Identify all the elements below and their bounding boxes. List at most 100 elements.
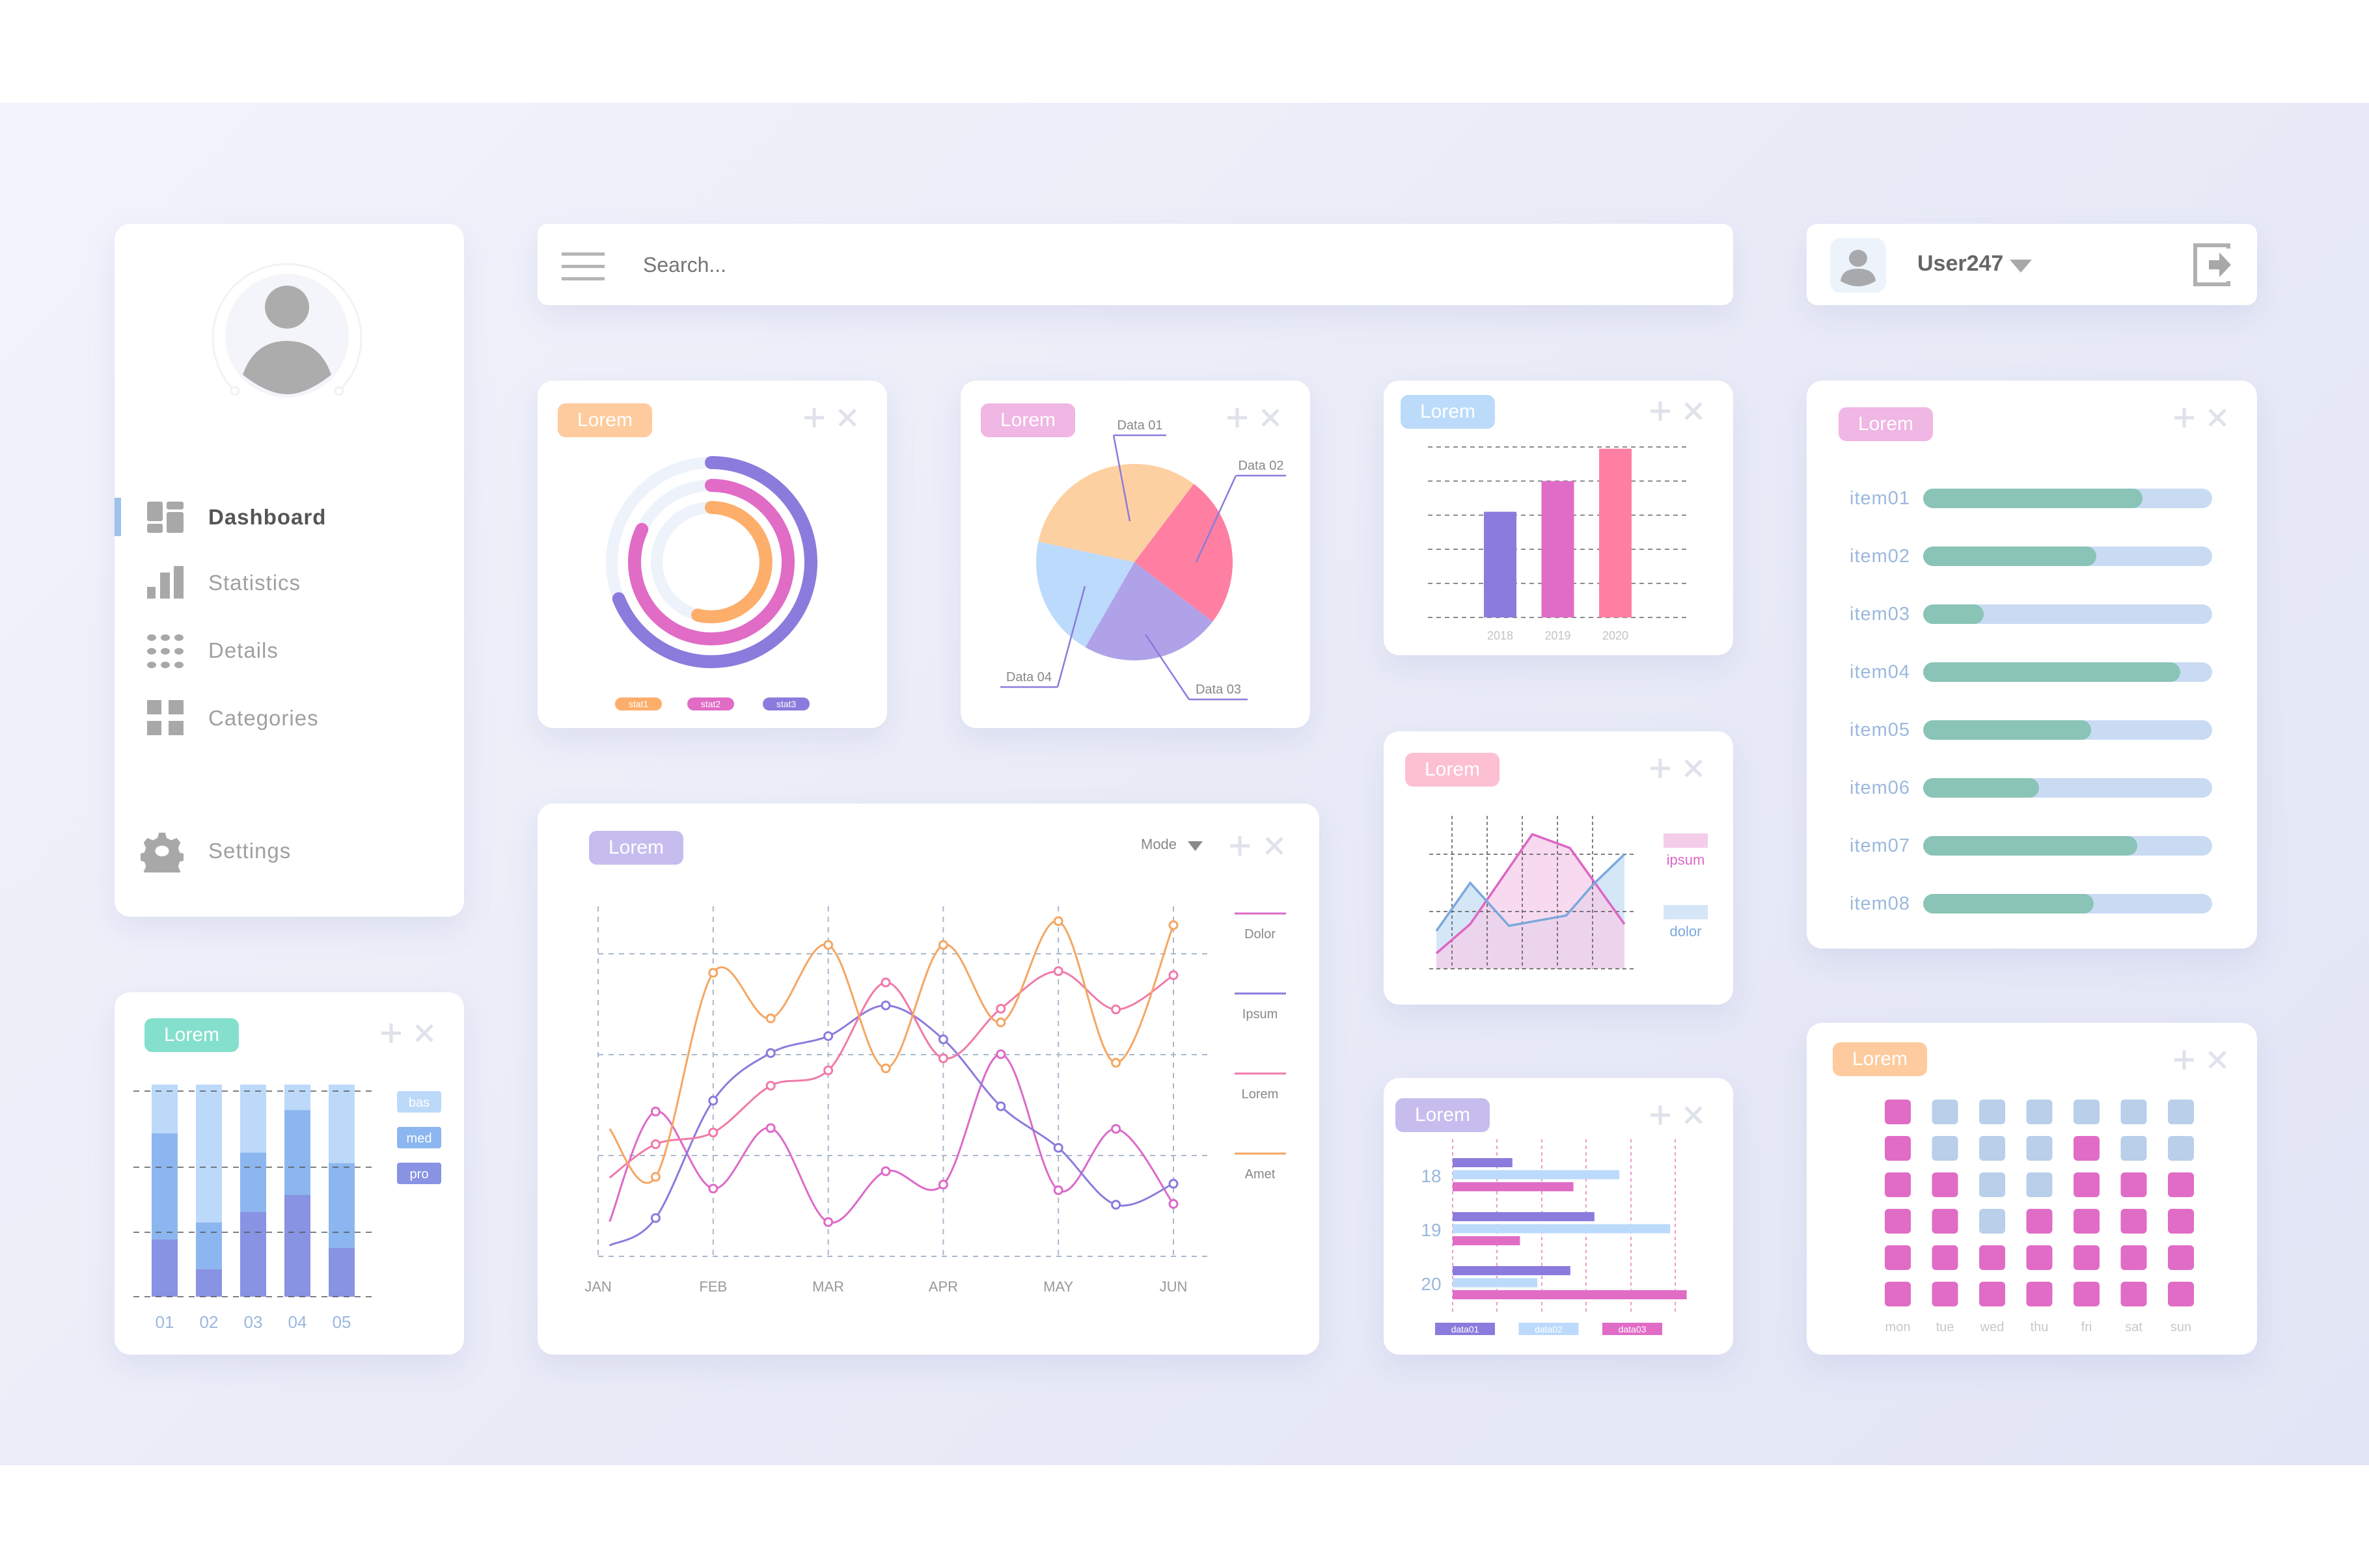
legend-label: bas — [409, 1096, 430, 1110]
legend-label: Dolor — [1244, 927, 1276, 941]
add-icon[interactable] — [2173, 1049, 2195, 1071]
x-tick-label: 2020 — [1602, 629, 1628, 642]
heatmap-cell — [1979, 1209, 2005, 1234]
heatmap-cell — [1932, 1209, 1958, 1234]
add-icon[interactable] — [1649, 1104, 1671, 1126]
close-icon[interactable] — [1682, 757, 1705, 779]
progress-bar — [1923, 489, 2212, 508]
bar-segment-med — [152, 1133, 178, 1239]
data-point — [1168, 1178, 1179, 1189]
user-avatar[interactable] — [1830, 238, 1886, 293]
x-tick-label: JUN — [1160, 1278, 1188, 1295]
heatmap-cell — [1885, 1209, 1911, 1234]
close-icon[interactable] — [1682, 400, 1705, 422]
close-icon[interactable] — [1263, 835, 1285, 857]
heatmap-cell — [1885, 1100, 1911, 1124]
data-point — [765, 1013, 776, 1023]
data-point — [938, 1180, 948, 1190]
sidebar-item-settings[interactable]: Settings — [115, 825, 464, 877]
data-point — [881, 1166, 891, 1176]
leader-line — [1195, 474, 1286, 563]
data-point — [996, 1101, 1006, 1111]
card-title-badge: Lorem — [144, 1018, 239, 1052]
progress-fill — [1923, 662, 2181, 682]
add-icon[interactable] — [1649, 400, 1671, 422]
heatmap-cell — [2026, 1172, 2053, 1197]
progress-label: item01 — [1850, 488, 1911, 509]
x-tick-label: thu — [2031, 1320, 2049, 1334]
data-point — [1111, 1005, 1121, 1015]
bar-segment-bas — [329, 1085, 355, 1163]
hamburger-icon[interactable] — [562, 252, 605, 281]
progress-item: item02 — [1807, 543, 2257, 569]
x-tick-label: sat — [2125, 1320, 2143, 1334]
heatmap-cell — [1979, 1245, 2005, 1270]
progress-item: item06 — [1807, 775, 2257, 801]
heatmap-chart: mon tue wed thu fri sat sun — [1885, 1100, 2194, 1334]
heatmap-cell — [2168, 1100, 2194, 1124]
y-tick-label: 19 — [1421, 1220, 1441, 1240]
x-tick-label: MAY — [1043, 1278, 1073, 1295]
card-title-badge: Lorem — [981, 403, 1075, 437]
x-tick-label: MAR — [812, 1278, 844, 1295]
slice-label: Data 03 — [1196, 683, 1241, 697]
username[interactable]: User247 — [1917, 251, 2004, 276]
data-point — [881, 977, 891, 988]
caret-down-icon[interactable] — [2010, 260, 2032, 274]
add-icon[interactable] — [2173, 407, 2195, 429]
data-point — [938, 939, 948, 950]
close-icon[interactable] — [413, 1022, 435, 1044]
sidebar-item-label: Settings — [208, 839, 292, 863]
legend-label: data01 — [1451, 1324, 1479, 1334]
heatmap-cell — [2168, 1136, 2194, 1161]
close-icon[interactable] — [836, 407, 858, 429]
add-icon[interactable] — [1229, 835, 1251, 857]
bar-segment-bas — [284, 1085, 310, 1111]
bar-segment-pro — [329, 1248, 355, 1297]
bar-data02 — [1453, 1170, 1620, 1180]
logout-icon[interactable] — [2193, 243, 2231, 286]
bar-segment-pro — [240, 1211, 266, 1297]
sidebar-item-statistics[interactable]: Statistics — [115, 557, 464, 609]
legend-label: med — [407, 1131, 432, 1146]
progress-item: item03 — [1807, 601, 2257, 627]
x-tick-label: fri — [2081, 1320, 2092, 1334]
close-icon[interactable] — [2206, 407, 2228, 429]
area-line-dolor — [1435, 853, 1626, 932]
sidebar-item-details[interactable]: Details — [115, 625, 464, 677]
caret-down-icon — [1188, 841, 1203, 851]
profile-avatar[interactable] — [209, 258, 365, 414]
pie-slice-2 — [1134, 483, 1233, 622]
close-icon[interactable] — [1259, 407, 1281, 429]
x-tick-label: 04 — [288, 1312, 307, 1332]
mode-dropdown[interactable]: Mode — [1141, 836, 1212, 859]
avatar-icon — [1841, 250, 1876, 286]
sidebar-item-dashboard[interactable]: Dashboard — [115, 491, 464, 543]
progress-label: item02 — [1850, 546, 1911, 567]
data-point — [765, 1081, 776, 1091]
line-chart-card: Lorem Mode JAN FEB MAR APR MAY JUN Dolor Ipsum L… — [538, 804, 1319, 1355]
bar-2018 — [1484, 511, 1516, 617]
sidebar-item-categories[interactable]: Categories — [115, 692, 464, 744]
add-icon[interactable] — [1649, 757, 1671, 779]
add-icon[interactable] — [380, 1022, 402, 1044]
heatmap-cell — [2120, 1172, 2147, 1197]
card-title-badge: Lorem — [1395, 1098, 1490, 1132]
x-tick-label: sun — [2170, 1320, 2191, 1334]
x-tick-label: 01 — [156, 1312, 174, 1332]
heatmap-cell — [2074, 1209, 2100, 1234]
x-tick-label: APR — [929, 1278, 958, 1295]
add-icon[interactable] — [1226, 407, 1248, 429]
add-icon[interactable] — [803, 407, 825, 429]
legend-label: stat2 — [701, 699, 721, 709]
search-input[interactable] — [642, 243, 1686, 286]
data-point — [881, 1000, 891, 1010]
close-icon[interactable] — [2206, 1049, 2228, 1071]
sidebar-item-label: Details — [208, 638, 279, 662]
bar-data02 — [1453, 1278, 1538, 1288]
heatmap-cell — [2074, 1282, 2100, 1306]
close-icon[interactable] — [1682, 1104, 1705, 1126]
stacked-bar-chart: 01 02 03 04 05 bas med pro — [133, 1085, 441, 1332]
pie-slice-4 — [1036, 541, 1134, 647]
card-title-badge: Lorem — [1833, 1042, 1927, 1076]
